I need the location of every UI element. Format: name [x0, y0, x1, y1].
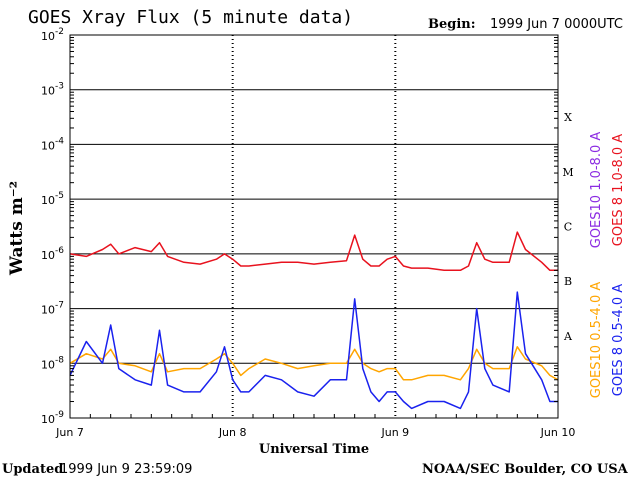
begin-value: 1999 Jun 7 0000UTC [490, 17, 623, 32]
gridlines [70, 34, 558, 419]
x-tick-label: Jun 7 [55, 426, 84, 439]
legend-entry: GOES10 1.0-8.0 A [589, 132, 604, 249]
y-tick-label: 10-8 [41, 355, 64, 371]
flare-class-label: X [564, 111, 572, 124]
y-tick-label: 10-9 [41, 410, 64, 426]
day-dividers [231, 35, 397, 418]
flare-class-label: B [564, 275, 572, 288]
credit-text: NOAA/SEC Boulder, CO USA [422, 462, 629, 477]
series-layer [69, 231, 559, 410]
y-axis-label: Watts m⁻² [7, 181, 27, 276]
x-tick-label: Jun 8 [218, 426, 247, 439]
y-tick-label: 10-5 [41, 191, 64, 207]
legend-entry: GOES10 0.5-4.0 A [589, 282, 604, 399]
chart-title: GOES Xray Flux (5 minute data) [28, 7, 353, 28]
flare-class-label: M [562, 166, 573, 179]
updated-value: 1999 Jun 9 23:59:09 [60, 462, 192, 477]
y-tick-label: 10-6 [41, 246, 64, 262]
series-line [69, 291, 558, 410]
y-tick-label: 10-2 [41, 27, 64, 43]
y-tick-label: 10-3 [41, 82, 64, 98]
y-tick-label: 10-7 [41, 301, 64, 317]
legend: GOES10 1.0-8.0 A GOES 8 1.0-8.0 A GOES10 0… [589, 132, 626, 399]
x-axis-ticks: Jun 7 Jun 8 Jun 9 Jun 10 [55, 414, 575, 439]
x-tick-label: Jun 10 [540, 426, 576, 439]
flare-class-label: A [563, 330, 573, 343]
begin-label: Begin: [428, 17, 476, 32]
y-axis-ticks: 10-9 10-8 10-7 10-6 10-5 10-4 10-3 10-2 [41, 27, 558, 426]
y-tick-label: 10-4 [41, 136, 64, 152]
flare-class-labels: A B C M X [562, 111, 573, 343]
legend-entry: GOES 8 1.0-8.0 A [611, 134, 626, 246]
legend-entry: GOES 8 0.5-4.0 A [611, 284, 626, 396]
x-axis-label: Universal Time [259, 442, 369, 457]
plot-frame [69, 34, 559, 419]
series-line [69, 231, 558, 272]
updated-label: Updated [2, 462, 63, 477]
x-tick-label: Jun 9 [380, 426, 409, 439]
flare-class-label: C [564, 221, 572, 234]
